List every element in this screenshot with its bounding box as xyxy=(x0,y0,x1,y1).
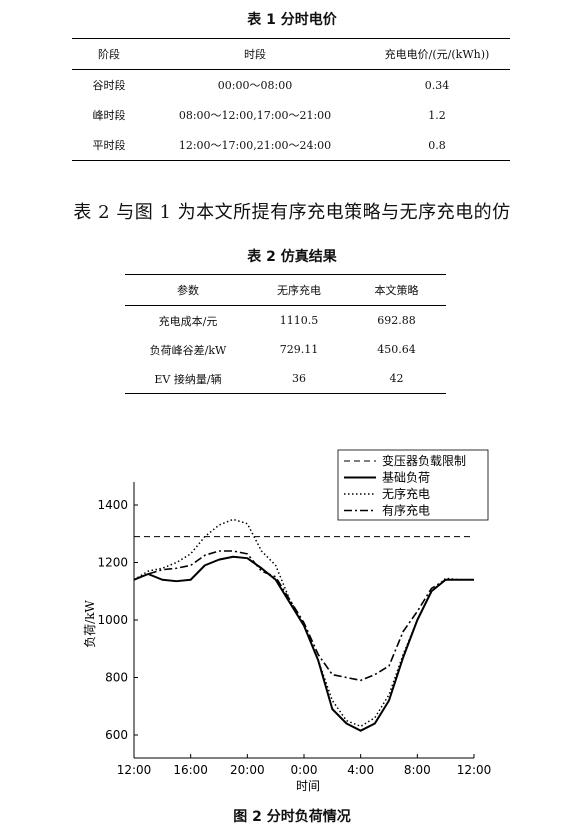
table-row: EV 接纳量/辆 36 42 xyxy=(125,364,446,394)
table2-cell: EV 接纳量/辆 xyxy=(154,372,222,386)
y-tick-label: 600 xyxy=(105,728,128,742)
series-line-2 xyxy=(133,555,474,732)
table2-cell: 450.64 xyxy=(377,343,416,356)
x-tick-label: 12:00 xyxy=(457,763,492,777)
y-tick-label: 1400 xyxy=(97,498,128,512)
table1-cell: 谷时段 xyxy=(92,79,126,92)
body-paragraph: 表 2 与图 1 为本文所提有序充电策略与无序充电的仿 xyxy=(73,202,511,223)
table1-cell: 00:00～08:00 xyxy=(217,79,293,92)
table2-cell: 36 xyxy=(292,372,306,385)
table2-cell: 负荷峰谷差/kW xyxy=(149,343,227,357)
x-axis-label: 时间 xyxy=(296,779,320,793)
table1-cell: 12:00～17:00,21:00～24:00 xyxy=(178,139,332,152)
series-line-4 xyxy=(133,550,474,682)
table2: 参数 无序充电 本文策略 充电成本/元 1110.5 692.88 负荷峰谷差/… xyxy=(125,274,446,394)
table2-header-unordered: 无序充电 xyxy=(251,274,347,306)
figure-caption: 图 2 分时负荷情况 xyxy=(233,809,351,825)
legend-label: 变压器负载限制 xyxy=(382,453,466,468)
table2-header-strategy: 本文策略 xyxy=(347,274,446,306)
y-tick-label: 800 xyxy=(105,671,128,685)
x-tick-label: 4:00 xyxy=(347,763,374,777)
table1-cell: 0.8 xyxy=(428,138,446,152)
table1: 阶段 时段 充电电价/(元/(kWh)) 谷时段 00:00～08:00 0.3… xyxy=(72,38,510,161)
legend-label: 无序充电 xyxy=(382,486,430,501)
table-row: 谷时段 00:00～08:00 0.34 xyxy=(72,70,510,101)
x-tick-label: 8:00 xyxy=(404,763,431,777)
table1-cell: 峰时段 xyxy=(92,109,126,122)
x-tick-label: 20:00 xyxy=(230,763,265,777)
table1-header-stage: 阶段 xyxy=(72,38,146,70)
table-row: 负荷峰谷差/kW 729.11 450.64 xyxy=(125,335,446,364)
table2-cell: 729.11 xyxy=(279,343,319,356)
table-row: 充电成本/元 1110.5 692.88 xyxy=(125,306,446,336)
y-axis-label: 负荷/kW xyxy=(83,600,97,648)
x-tick-label: 12:00 xyxy=(117,763,152,777)
x-tick-label: 16:00 xyxy=(173,763,208,777)
table2-cell: 42 xyxy=(389,372,404,385)
table2-cell: 1110.5 xyxy=(279,314,319,327)
table1-header-period: 时段 xyxy=(146,38,364,70)
legend-box xyxy=(337,449,489,521)
table1-header-price: 充电电价/(元/(kWh)) xyxy=(364,38,510,70)
y-tick-label: 1000 xyxy=(97,613,128,627)
table2-caption: 表 2 仿真结果 xyxy=(247,249,337,265)
table-row: 平时段 12:00～17:00,21:00～24:00 0.8 xyxy=(72,130,510,161)
table2-cell: 692.88 xyxy=(377,314,416,327)
table1-cell: 08:00～12:00,17:00～21:00 xyxy=(178,109,332,122)
table2-cell: 充电成本/元 xyxy=(158,314,218,328)
table2-header-param: 参数 xyxy=(125,274,251,306)
y-tick-label: 1200 xyxy=(97,556,128,570)
table1-cell: 0.34 xyxy=(424,78,450,92)
x-tick-label: 0:00 xyxy=(291,763,318,777)
table1-cell: 1.2 xyxy=(428,108,446,122)
legend-label: 基础负荷 xyxy=(382,471,430,485)
table1-caption: 表 1 分时电价 xyxy=(247,12,337,28)
legend-label: 有序充电 xyxy=(382,503,430,518)
table1-cell: 平时段 xyxy=(92,139,126,152)
table-row: 峰时段 08:00～12:00,17:00～21:00 1.2 xyxy=(72,100,510,130)
